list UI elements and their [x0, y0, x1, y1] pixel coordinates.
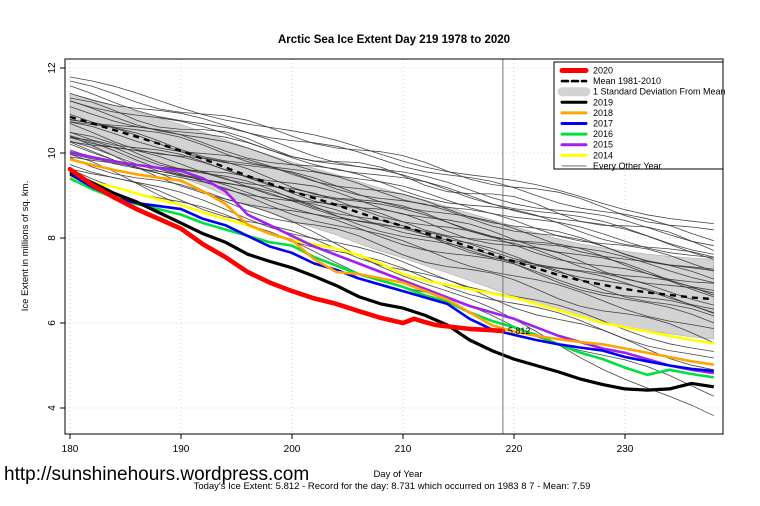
- series-line-2015: [69, 150, 714, 375]
- other-year-line: [69, 141, 714, 298]
- other-year-line: [69, 137, 714, 283]
- other-year-line: [69, 168, 714, 359]
- x-tick-label: 190: [173, 444, 190, 455]
- y-tick-label: 4: [47, 405, 58, 411]
- y-tick-label: 8: [47, 235, 58, 241]
- y-axis-title: Ice Extent in millions of sq. km.: [20, 181, 31, 311]
- other-year-line: [69, 164, 714, 352]
- other-year-line: [69, 76, 714, 224]
- other-year-line: [69, 121, 714, 272]
- legend-label-2019: 2019: [593, 97, 613, 107]
- other-year-line: [69, 93, 714, 242]
- mean-line-layer: [69, 115, 714, 301]
- x-tick-label: 230: [617, 444, 634, 455]
- series-line-2014: [69, 175, 714, 345]
- x-axis-title: Day of Year: [373, 469, 422, 480]
- legend-label-mean-1981-2010: Mean 1981-2010: [593, 76, 661, 86]
- other-year-line: [69, 118, 714, 258]
- legend-label-2018: 2018: [593, 108, 613, 118]
- series-line-2016: [69, 177, 714, 379]
- legend-label-2016: 2016: [593, 129, 613, 139]
- y-tick-label: 12: [47, 62, 58, 74]
- series-line-2019: [69, 170, 715, 392]
- legend-label-1-standard-deviation-from-mean: 1 Standard Deviation From Mean: [593, 87, 726, 97]
- legend-label-2015: 2015: [593, 140, 613, 150]
- other-year-line: [69, 85, 714, 247]
- every-other-year-lines-layer: [69, 76, 714, 417]
- series-line-2017: [69, 173, 714, 373]
- mean-1981-2010-line: [69, 115, 714, 301]
- other-year-line: [69, 141, 714, 329]
- stats-caption: Today's Ice Extent: 5.812 - Record for t…: [194, 481, 591, 492]
- plot-border: [64, 58, 724, 435]
- other-year-line: [69, 80, 714, 231]
- other-year-line: [69, 100, 714, 255]
- other-year-line: [69, 135, 714, 324]
- other-year-line: [69, 157, 714, 344]
- other-year-line: [69, 132, 714, 317]
- axes-frame-layer: 180 190 200 210 220 230 4 6 8 10 12: [47, 58, 724, 455]
- other-year-line: [69, 135, 714, 417]
- other-year-line: [69, 136, 714, 294]
- chart-title: Arctic Sea Ice Extent Day 219 1978 to 20…: [278, 34, 510, 46]
- current-extent-annotation: 5.812: [508, 326, 531, 336]
- other-year-line: [69, 153, 714, 314]
- y-tick-label: 6: [47, 320, 58, 326]
- other-year-line: [69, 123, 714, 284]
- x-tick-label: 210: [395, 444, 412, 455]
- series-line-2018: [69, 158, 714, 366]
- legend-label-2014: 2014: [593, 150, 613, 160]
- y-tick-label: 10: [47, 147, 58, 159]
- x-tick-label: 180: [62, 444, 79, 455]
- legend-label-2020: 2020: [593, 66, 613, 76]
- current-day-vline-layer: 5.812: [502, 59, 531, 434]
- other-year-line: [69, 113, 714, 272]
- legend-label-every-other-year: Every Other Year: [593, 161, 662, 171]
- legend-label-2017: 2017: [593, 119, 613, 129]
- x-tick-label: 200: [284, 444, 301, 455]
- series-line-2020: [67, 166, 506, 334]
- other-year-line: [69, 106, 714, 260]
- x-tick-label: 220: [506, 444, 523, 455]
- highlighted-series-layer: [67, 150, 715, 392]
- source-url[interactable]: http://sunshinehours.wordpress.com: [4, 464, 309, 485]
